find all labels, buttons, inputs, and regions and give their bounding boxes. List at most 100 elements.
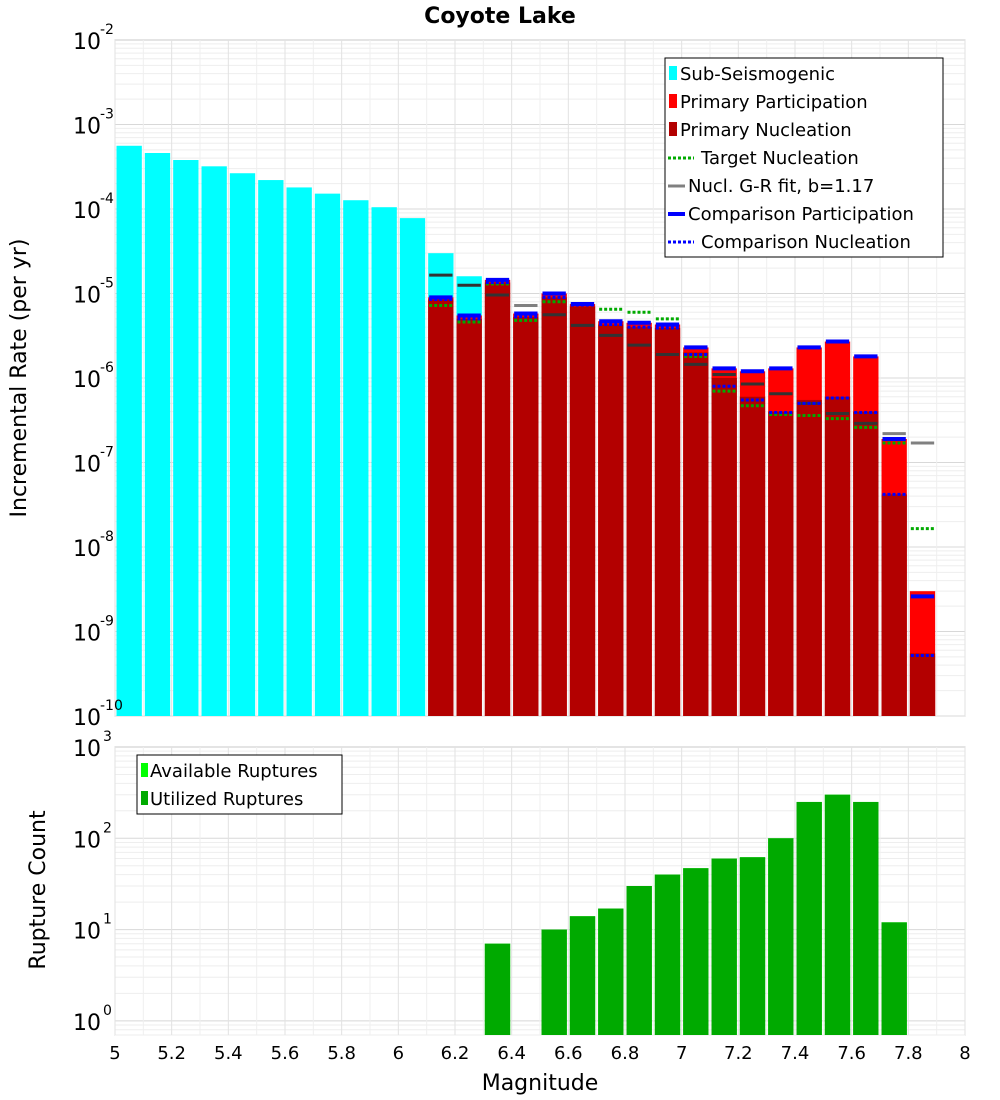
sub-seismogenic-bar xyxy=(314,193,341,716)
y-tick-label: 10 xyxy=(73,30,101,55)
x-tick-label: 8 xyxy=(959,1043,970,1064)
y-tick-label: 10 xyxy=(73,368,101,393)
bottom-legend-box xyxy=(136,754,343,815)
x-tick-label: 5.6 xyxy=(271,1043,300,1064)
y-tick-exponent: -4 xyxy=(100,191,114,207)
x-tick-label: 7.8 xyxy=(894,1043,923,1064)
y-tick-exponent: -3 xyxy=(100,107,114,123)
x-tick-label: 6 xyxy=(393,1043,404,1064)
primary-nucleation-bar xyxy=(626,327,652,716)
x-tick-label: 7.6 xyxy=(837,1043,866,1064)
legend-label-primary-nucleation: Primary Nucleation xyxy=(680,120,852,141)
y-tick-label: 10 xyxy=(73,706,101,731)
y-tick-exponent: -7 xyxy=(100,445,114,461)
legend-swatch-primary-participation xyxy=(669,94,677,108)
legend-label-target-nucleation: Target Nucleation xyxy=(700,148,859,169)
sub-seismogenic-bar xyxy=(201,166,227,716)
legend-label-gr-fit: Nucl. G-R fit, b=1.17 xyxy=(688,176,874,197)
legend-swatch-available xyxy=(141,763,148,777)
legend-label-comparison-nucleation: Comparison Nucleation xyxy=(701,232,911,253)
sub-seismogenic-bar xyxy=(371,207,397,716)
chart-title: Coyote Lake xyxy=(424,4,576,29)
legend-swatch-primary-nucleation xyxy=(669,122,677,136)
primary-nucleation-bar xyxy=(428,299,454,716)
y-tick-label: 10 xyxy=(73,537,101,562)
y-tick-label: 10 xyxy=(73,920,101,945)
y-tick-exponent: -6 xyxy=(100,360,114,376)
top-y-axis-label: Incremental Rate (per yr) xyxy=(7,239,32,518)
primary-nucleation-bar xyxy=(739,396,766,716)
sub-seismogenic-bar xyxy=(173,160,199,716)
sub-seismogenic-bar xyxy=(258,180,284,716)
primary-nucleation-bar xyxy=(768,411,794,716)
utilized-rupture-bar xyxy=(739,857,766,1035)
x-tick-label: 6.6 xyxy=(554,1043,583,1064)
y-tick-label: 10 xyxy=(73,1011,101,1036)
y-tick-exponent: -5 xyxy=(100,276,114,292)
sub-seismogenic-bar xyxy=(229,173,256,716)
primary-nucleation-bar xyxy=(541,297,567,716)
sub-seismogenic-bar xyxy=(343,200,369,717)
utilized-rupture-bar xyxy=(881,922,907,1035)
y-tick-exponent: -8 xyxy=(100,529,114,545)
legend-swatch-utilized xyxy=(141,791,148,805)
x-tick-label: 6.8 xyxy=(611,1043,640,1064)
y-tick-exponent: -10 xyxy=(100,698,123,714)
utilized-rupture-bar xyxy=(768,838,794,1035)
utilized-rupture-bar xyxy=(626,886,652,1035)
x-tick-label: 5.8 xyxy=(327,1043,356,1064)
legend-label-primary-participation: Primary Participation xyxy=(680,92,868,113)
primary-nucleation-bar xyxy=(881,494,907,716)
rupture-count-bars xyxy=(484,794,907,1035)
y-tick-label: 10 xyxy=(73,453,101,478)
sub-seismogenic-bar xyxy=(144,152,171,717)
x-tick-label: 7.2 xyxy=(724,1043,753,1064)
x-axis-label: Magnitude xyxy=(482,1071,599,1096)
x-tick-label: 6.2 xyxy=(441,1043,470,1064)
primary-nucleation-bar xyxy=(824,396,851,716)
primary-nucleation-bar xyxy=(711,378,737,716)
primary-nucleation-bar xyxy=(513,316,539,716)
sub-seismogenic-bar xyxy=(116,145,142,717)
x-tick-label: 7.4 xyxy=(781,1043,810,1064)
utilized-rupture-bar xyxy=(824,794,851,1035)
x-tick-label: 6.4 xyxy=(497,1043,526,1064)
primary-nucleation-bar xyxy=(456,318,482,716)
primary-nucleation-bar xyxy=(796,399,822,716)
legend-label-available: Available Ruptures xyxy=(150,761,318,782)
utilized-rupture-bar xyxy=(598,908,624,1035)
utilized-rupture-bar xyxy=(654,874,681,1035)
x-ticks: 5 5.2 5.4 5.6 5.8 6 6.2 6.4 6.6 6.8 7 7.2 7.4 7.6 7.8 8 xyxy=(109,1043,970,1064)
bottom-y-axis-label: Rupture Count xyxy=(26,810,51,970)
primary-nucleation-bar xyxy=(484,282,511,716)
x-tick-label: 5.2 xyxy=(157,1043,186,1064)
bottom-legend: Available Ruptures Utilized Ruptures xyxy=(136,754,343,815)
primary-nucleation-bar xyxy=(909,653,936,716)
legend-label-utilized: Utilized Ruptures xyxy=(150,789,303,810)
utilized-rupture-bar xyxy=(796,801,822,1035)
utilized-rupture-bar xyxy=(569,916,596,1035)
y-tick-label: 10 xyxy=(73,622,101,647)
sub-seismogenic-bar xyxy=(286,187,312,717)
utilized-rupture-bar xyxy=(484,943,511,1035)
legend-label-sub-seismogenic: Sub-Seismogenic xyxy=(680,64,835,85)
y-tick-label: 10 xyxy=(73,284,101,309)
y-tick-exponent: -9 xyxy=(100,614,114,630)
y-tick-exponent: 3 xyxy=(103,729,112,745)
top-legend-box xyxy=(664,57,944,258)
y-tick-label: 10 xyxy=(73,828,101,853)
primary-nucleation-bar xyxy=(569,306,596,716)
legend-swatch-sub-seismogenic xyxy=(669,66,677,80)
primary-nucleation-bars xyxy=(428,282,936,716)
utilized-rupture-bar xyxy=(541,929,567,1035)
primary-nucleation-bar xyxy=(654,328,681,716)
x-tick-label: 5.4 xyxy=(214,1043,243,1064)
rate-markers xyxy=(429,273,935,657)
primary-nucleation-bar xyxy=(598,324,624,716)
y-tick-exponent: 0 xyxy=(103,1003,112,1019)
